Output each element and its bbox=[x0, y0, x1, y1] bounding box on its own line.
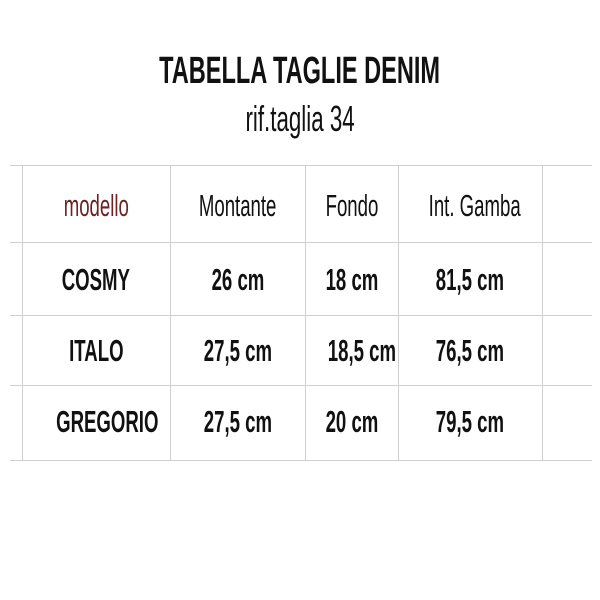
grid-line bbox=[22, 165, 23, 460]
table-cell: 20 cm bbox=[325, 404, 378, 439]
table-cell: 27,5 cm bbox=[203, 404, 272, 439]
header-modello: modello bbox=[63, 188, 129, 223]
table-cell: 18,5 cm bbox=[327, 333, 397, 368]
header-int-gamba: Int. Gamba bbox=[428, 188, 521, 223]
table-cell: 76,5 cm bbox=[435, 333, 505, 368]
header-montante: Montante bbox=[198, 188, 277, 223]
table-cell: COSMY bbox=[61, 262, 131, 297]
header-fondo: Fondo bbox=[325, 188, 378, 223]
page-subtitle: rif.taglia 34 bbox=[0, 98, 600, 140]
grid-line bbox=[542, 165, 543, 460]
table-cell: ITALO bbox=[68, 333, 124, 368]
table-cell: 27,5 cm bbox=[203, 333, 272, 368]
table-cell: 18 cm bbox=[325, 262, 378, 297]
table-cell: 26 cm bbox=[211, 262, 264, 297]
grid-line bbox=[10, 165, 592, 166]
grid-line bbox=[10, 385, 592, 386]
grid-line bbox=[10, 242, 592, 243]
table-cell: GREGORIO bbox=[56, 404, 159, 439]
grid-line bbox=[170, 165, 171, 460]
subtitle-text: rif.taglia 34 bbox=[245, 98, 355, 139]
grid-line bbox=[305, 165, 306, 460]
page-title: TABELLA TAGLIE DENIM bbox=[0, 50, 600, 93]
table-cell: 81,5 cm bbox=[435, 262, 505, 297]
grid-line bbox=[10, 460, 592, 461]
grid-line bbox=[398, 165, 399, 460]
grid-line bbox=[10, 315, 592, 316]
title-text: TABELLA TAGLIE DENIM bbox=[159, 50, 441, 92]
table-cell: 79,5 cm bbox=[435, 404, 505, 439]
